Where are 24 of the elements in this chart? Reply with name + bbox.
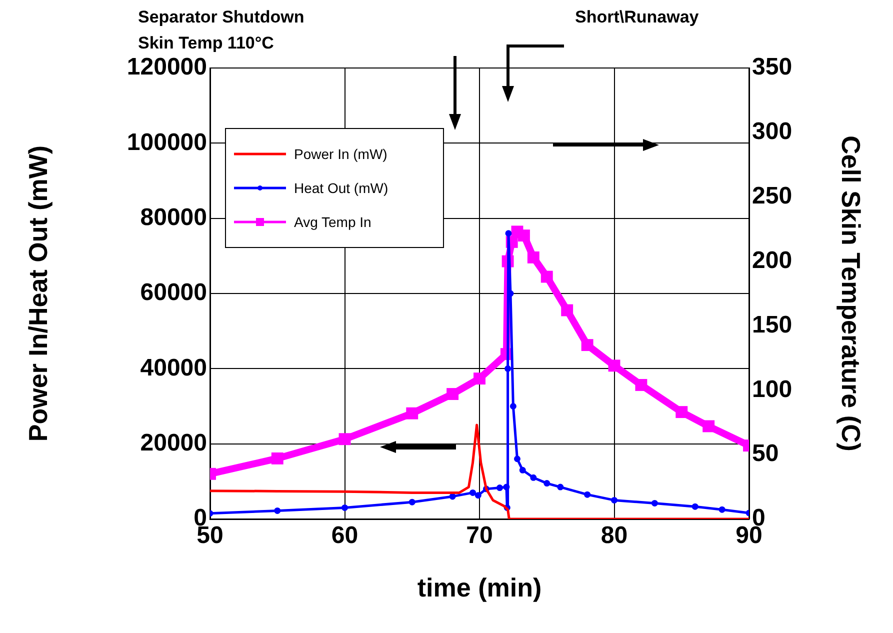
y2-tick-label: 150	[752, 311, 792, 338]
x-tick-label: 70	[466, 522, 493, 550]
x-tick-label: 60	[331, 522, 358, 550]
y-tick-label: 120000	[126, 54, 207, 81]
y2-tick-label: 300	[752, 118, 792, 146]
text: Separator Shutdown Skin Temp 110°C	[138, 8, 304, 53]
y-tick-label: 100000	[126, 128, 207, 156]
y2-tick-label: 100	[752, 376, 792, 403]
y-tick-label: 80000	[140, 204, 207, 231]
y-tick-label: 20000	[140, 429, 207, 456]
legend-label: Power In (mW)	[294, 146, 388, 162]
y2-tick-label: 200	[752, 246, 792, 274]
x-tick-label: 80	[600, 522, 628, 550]
y2-tick-label: 50	[752, 440, 779, 468]
legend-label: Heat Out (mW)	[294, 180, 388, 196]
y2-tick-label: 250	[752, 182, 792, 210]
text: Short\Runaway	[575, 8, 700, 27]
legend-label: Avg Temp In	[294, 214, 372, 230]
y2-axis-title: Cell Skin Temperature (C)	[836, 136, 866, 452]
y-tick-label: 60000	[140, 279, 207, 306]
y2-tick-label: 350	[752, 54, 792, 81]
y-axis-title: Power In/Heat Out (mW)	[22, 145, 53, 442]
x-axis-title: time (min)	[417, 572, 542, 603]
y-tick-label: 40000	[140, 354, 207, 382]
